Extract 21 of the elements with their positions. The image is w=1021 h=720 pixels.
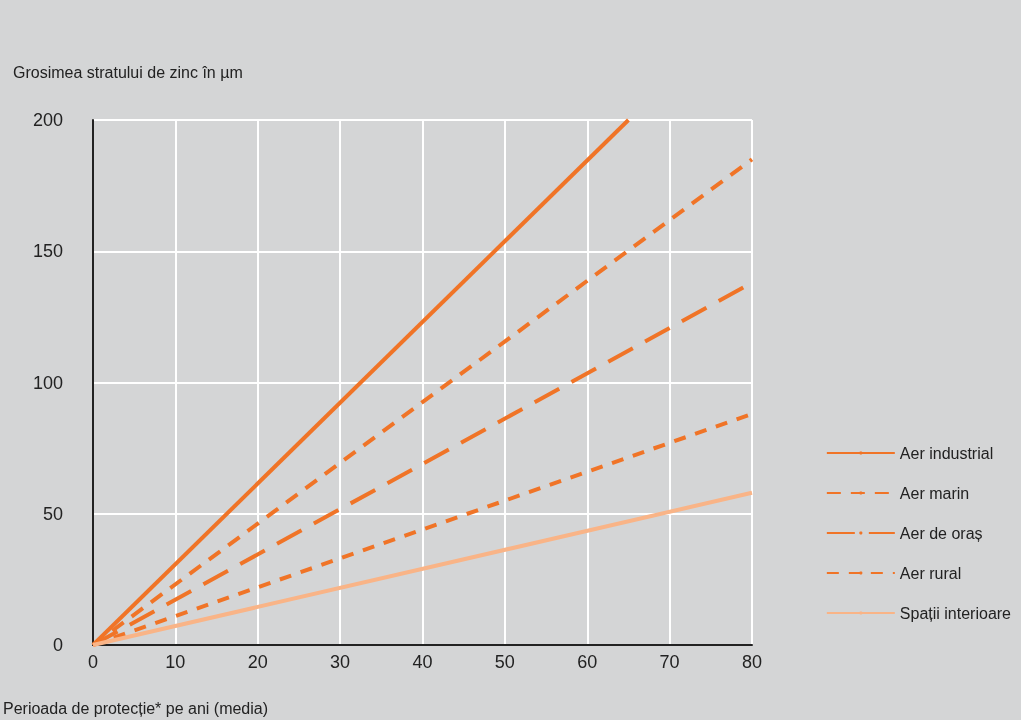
y-tick-label: 0 xyxy=(52,635,63,655)
legend-label: Aer rural xyxy=(899,564,962,582)
x-tick-label: 20 xyxy=(247,652,268,672)
x-axis-title: Perioada de protecție* pe ani (media) xyxy=(3,699,269,717)
x-tick-label: 10 xyxy=(165,652,186,672)
y-axis-title: Grosimea stratului de zinc în µm xyxy=(13,63,243,81)
y-tick-label: 50 xyxy=(42,503,63,524)
y-tick-label: 200 xyxy=(32,110,63,130)
x-tick-label: 50 xyxy=(494,652,515,672)
legend-label: Spații interioare xyxy=(899,604,1012,622)
y-tick-label: 100 xyxy=(32,372,63,393)
x-tick-label: 40 xyxy=(412,652,433,672)
legend-label: Aer industrial xyxy=(899,444,994,462)
legend-label: Aer de oraș xyxy=(899,524,983,542)
x-tick-label: 70 xyxy=(659,652,680,672)
x-tick-label: 60 xyxy=(577,652,598,672)
legend-label: Aer marin xyxy=(899,484,970,502)
y-tick-label: 150 xyxy=(32,241,63,262)
x-tick-label: 30 xyxy=(330,652,351,672)
x-tick-label: 0 xyxy=(87,652,99,672)
x-tick-label: 80 xyxy=(741,652,763,672)
